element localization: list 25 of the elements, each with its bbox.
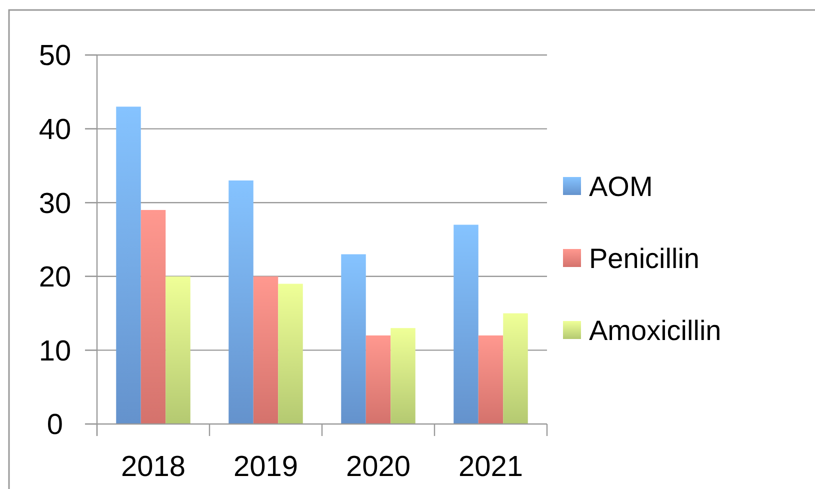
bar [478, 335, 504, 424]
legend-label: Amoxicillin [589, 314, 722, 346]
y-tick-label: 10 [38, 335, 72, 368]
legend-label: AOM [589, 170, 653, 202]
x-tick-label: 2018 [120, 451, 186, 483]
bar [390, 328, 416, 424]
bar [341, 254, 366, 424]
x-tick-label: 2020 [346, 451, 411, 483]
bar [228, 180, 254, 424]
bar [116, 106, 141, 424]
bar [366, 335, 391, 424]
legend-label: Penicillin [589, 242, 700, 274]
x-tick-label: 2021 [458, 451, 524, 483]
y-tick-label: 30 [38, 188, 72, 220]
bar [253, 276, 278, 424]
bar [140, 210, 166, 424]
y-tick-label: 20 [38, 262, 72, 294]
bar [278, 284, 303, 424]
x-tick-label: 2019 [233, 451, 298, 483]
y-tick-label: 40 [38, 114, 72, 146]
bar [166, 276, 190, 424]
bar [454, 224, 478, 424]
y-tick-label: 50 [38, 40, 72, 72]
bar [503, 313, 528, 424]
y-tick-label: 0 [46, 409, 64, 442]
